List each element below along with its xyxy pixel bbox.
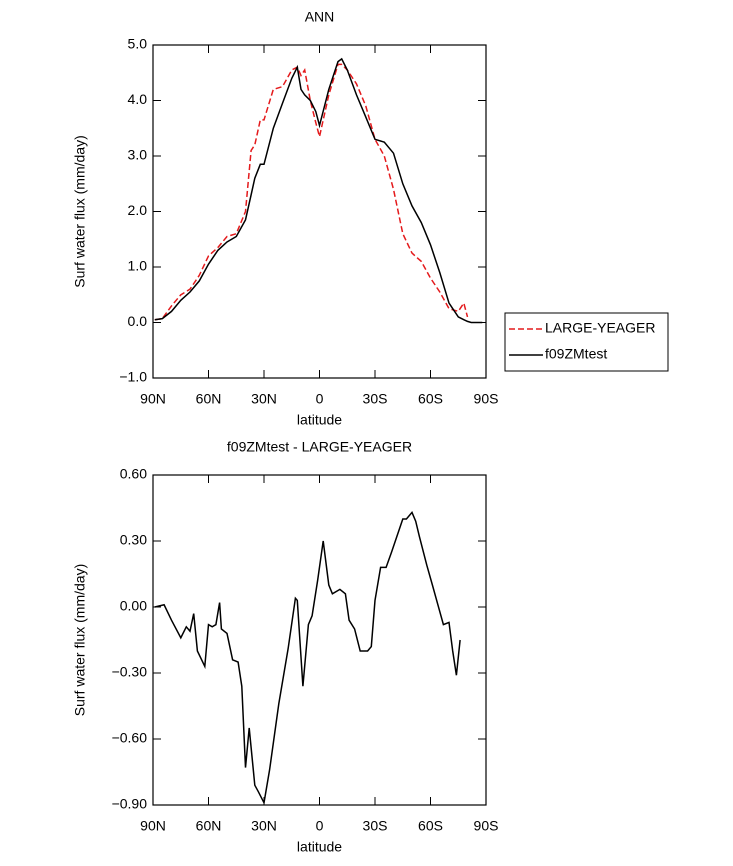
y-axis-label: Surf water flux (mm/day) (72, 135, 88, 287)
x-tick-label: 30N (251, 391, 277, 407)
x-tick-label: 30S (363, 391, 388, 407)
legend-label: LARGE-YEAGER (545, 320, 655, 336)
x-tick-label: 90S (474, 391, 499, 407)
plot-frame (152, 474, 487, 806)
data-line (154, 63, 469, 321)
x-tick-label: 30N (251, 818, 277, 834)
x-tick-label: 60N (196, 391, 222, 407)
x-tick-label: 90N (140, 818, 166, 834)
data-line (154, 510, 461, 806)
x-tick-label: 90N (140, 391, 166, 407)
x-tick-label: 60S (418, 391, 443, 407)
chart-title: f09ZMtest - LARGE-YEAGER (227, 439, 412, 455)
x-axis-label: latitude (297, 412, 342, 428)
plot-frame (152, 44, 487, 379)
y-tick-label: 1.0 (128, 258, 148, 274)
legend-box (504, 312, 669, 372)
x-tick-label: 30S (363, 818, 388, 834)
x-tick-label: 0 (316, 818, 324, 834)
y-tick-label: 3.0 (128, 147, 148, 163)
y-axis-label: Surf water flux (mm/day) (72, 564, 88, 716)
y-tick-label: 4.0 (128, 91, 148, 107)
chart-title: ANN (305, 9, 335, 25)
y-tick-label: 0.00 (120, 598, 147, 614)
y-tick-label: −1.0 (119, 369, 147, 385)
legend-label: f09ZMtest (545, 346, 607, 362)
x-axis-label: latitude (297, 839, 342, 855)
x-tick-label: 0 (316, 391, 324, 407)
y-tick-label: 2.0 (128, 202, 148, 218)
y-tick-label: 0.0 (128, 313, 148, 329)
y-tick-label: −0.90 (112, 796, 148, 812)
y-tick-label: 5.0 (128, 36, 148, 52)
x-tick-label: 90S (474, 818, 499, 834)
y-tick-label: 0.60 (120, 466, 147, 482)
x-tick-label: 60N (196, 818, 222, 834)
data-line (154, 57, 483, 324)
y-tick-label: −0.60 (112, 730, 148, 746)
y-tick-label: 0.30 (120, 532, 147, 548)
y-tick-label: −0.30 (112, 664, 148, 680)
x-tick-label: 60S (418, 818, 443, 834)
